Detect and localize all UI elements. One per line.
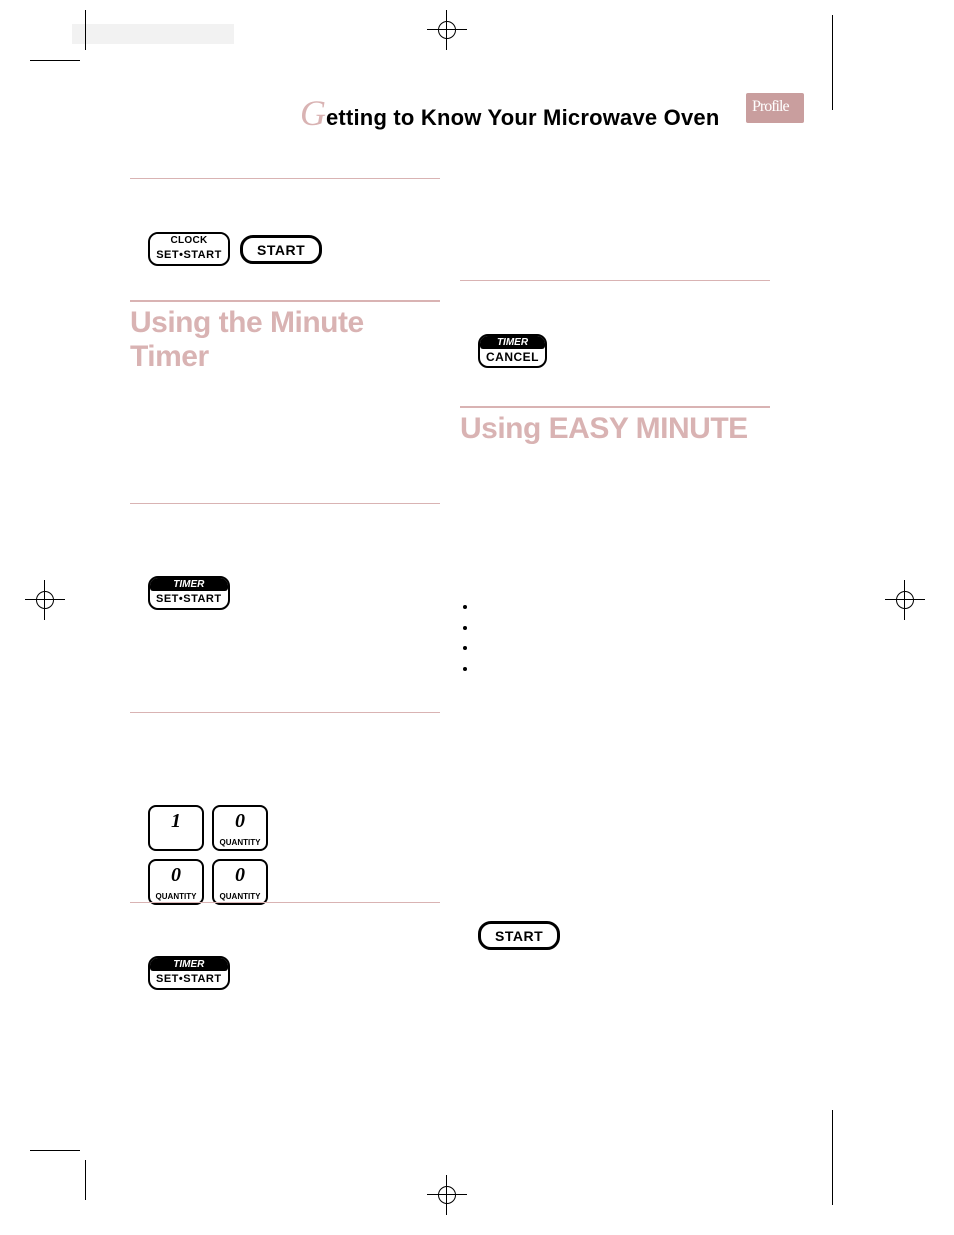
keypad-0-button: 0 QUANTITY — [212, 805, 268, 851]
step-title: Step 3: Touch TIMER/SET•START. — [130, 913, 440, 928]
body-text: Touch TIMER/CANCEL once. — [460, 308, 770, 326]
keypad-sublabel: QUANTITY — [150, 892, 202, 901]
crop-mark — [832, 1110, 833, 1205]
divider — [130, 712, 440, 713]
page-number: 9 — [780, 1100, 787, 1118]
clock-set-start-button: CLOCK SET•START — [148, 232, 230, 266]
divider — [460, 280, 770, 281]
divider — [130, 902, 440, 903]
divider — [130, 178, 440, 179]
body-text: For example, to set EASY MINUTE for 2 mi… — [460, 694, 770, 712]
body-text: The Minute Timer operates as a kitchen t… — [130, 388, 440, 443]
button-lower-label: SET•START — [150, 971, 228, 988]
body-text: "ENTER TIME" flashes and "0" appears in … — [130, 531, 440, 568]
keypad-number: 0 — [214, 807, 266, 833]
list-item: Extend previous EASY MINUTE setting. — [478, 618, 770, 639]
crop-mark — [85, 10, 86, 50]
keypad-number: 1 — [150, 807, 202, 833]
body-text: "SET" and "10:00" appear in the display.… — [130, 740, 440, 795]
keypad-number: 0 — [150, 861, 202, 887]
body-text: Display counts down remaining time. — [130, 930, 440, 948]
button-upper-label: CLOCK — [150, 234, 228, 247]
button-upper-label: TIMER — [480, 336, 545, 349]
uses-list: Extend Time Cook I & II cooking times. E… — [478, 597, 770, 680]
list-item: Extend Time Defrost time. — [478, 638, 770, 659]
brand-logo: Profile — [746, 93, 804, 123]
step-title: Step 2: Enter time. — [130, 723, 440, 738]
crop-mark — [85, 1160, 86, 1200]
button-label: START — [243, 238, 319, 261]
list-item: Set a quick timer (press MINUTE TIMER fi… — [478, 659, 770, 680]
brand-logo-text: Profile — [752, 98, 789, 116]
start-button: START — [240, 235, 322, 264]
step-title: Step 2: Touch START to add an additional… — [460, 840, 770, 870]
step-title: Step 1: Touch TIMER/SET•START. — [130, 514, 440, 529]
crop-mark — [832, 15, 833, 110]
step-title: Step 1: Touch EASY MINUTE. — [460, 760, 770, 775]
section-rule — [460, 406, 770, 408]
button-upper-label: TIMER — [150, 578, 228, 591]
crop-mark — [30, 1150, 80, 1151]
timer-set-start-button: TIMER SET•START — [148, 956, 230, 990]
body-text: EASY MINUTE is a quick way to set cook t… — [460, 460, 770, 497]
body-text: When time is up, the oven signals, flash… — [130, 1000, 440, 1037]
body-text: Until you do, the clock will not begin o… — [130, 206, 440, 224]
keypad-0-button: 0 QUANTITY — [212, 859, 268, 905]
keypad-0-button: 0 QUANTITY — [148, 859, 204, 905]
body-text: NOTE: The Minute Timer does not start or… — [130, 453, 440, 490]
divider — [130, 503, 440, 504]
keypad-1-button: 1 — [148, 805, 204, 851]
registration-mark — [885, 580, 925, 620]
registration-mark — [427, 10, 467, 50]
button-upper-label: TIMER — [150, 958, 228, 971]
timer-cancel-button: TIMER CANCEL — [478, 334, 547, 368]
title-text: etting to Know Your Microwave Oven — [326, 105, 719, 131]
timer-set-start-button: TIMER SET•START — [148, 576, 230, 610]
section-heading: Using EASY MINUTE — [460, 412, 770, 446]
registration-mark — [25, 580, 65, 620]
keypad-sublabel: QUANTITY — [214, 892, 266, 901]
section-heading: Using the Minute Timer — [130, 306, 440, 374]
button-label: START — [481, 924, 557, 947]
registration-mark — [427, 1175, 467, 1215]
page-title: G etting to Know Your Microwave Oven — [300, 95, 800, 131]
button-lower-label: SET•START — [150, 247, 228, 264]
body-text: You can use EASY MINUTE for the followin… — [460, 554, 770, 591]
step-title: Step 3: Touch CLOCK/SET•START or START. — [130, 189, 440, 204]
body-text: Each touch of START adds another 30 seco… — [460, 872, 770, 909]
body-text: The oven starts immediately. Touch it on… — [460, 777, 770, 814]
keypad-sublabel: QUANTITY — [214, 838, 266, 847]
crop-mark — [30, 60, 80, 61]
body-text: EASY MINUTE allows you to set times from… — [460, 507, 770, 544]
start-button: START — [478, 921, 560, 950]
keypad-number: 0 — [214, 861, 266, 887]
list-item: Extend Time Cook I & II cooking times. — [478, 597, 770, 618]
title-dropcap: G — [300, 95, 326, 131]
button-lower-label: SET•START — [150, 591, 228, 608]
section-rule — [130, 300, 440, 302]
button-lower-label: CANCEL — [480, 349, 545, 366]
step-title: To cancel the MINUTE TIMER — [460, 291, 770, 306]
redaction-mask — [72, 24, 234, 44]
